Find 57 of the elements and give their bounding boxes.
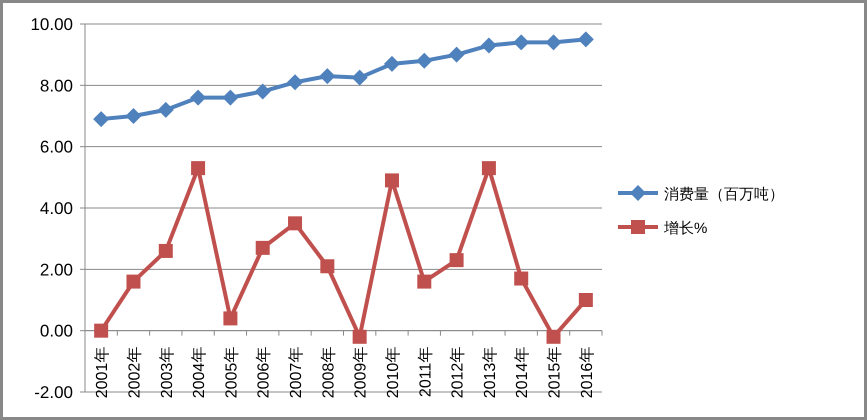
point: [416, 52, 432, 69]
point: [450, 253, 464, 268]
x-tick-label: 2005年: [223, 346, 240, 398]
x-tick-label: 2002年: [126, 346, 144, 398]
point: [546, 330, 561, 344]
x-tick-label: 2007年: [288, 346, 306, 398]
point: [158, 244, 173, 258]
point: [578, 293, 593, 307]
point: [222, 90, 238, 106]
point: [352, 330, 367, 344]
x-tick-label: 2001年: [94, 346, 112, 398]
y-tick-label: 4.00: [40, 199, 73, 218]
point: [254, 83, 271, 100]
x-tick-label: 2014年: [514, 346, 532, 398]
point: [514, 272, 528, 286]
x-tick-label: 2015年: [546, 346, 564, 398]
x-tick-label: 2004年: [191, 346, 208, 398]
point: [190, 90, 206, 106]
x-tick-label: 2016年: [578, 346, 596, 398]
point: [223, 311, 238, 326]
x-tick-label: 2013年: [482, 346, 499, 398]
point: [352, 70, 368, 86]
point: [191, 161, 206, 176]
point: [448, 46, 465, 63]
point: [384, 56, 400, 72]
point: [480, 37, 497, 54]
x-tick-label: 2012年: [450, 346, 467, 398]
y-tick-label: 2.00: [40, 260, 73, 280]
legend-label: 消费量（百万吨）: [664, 186, 784, 203]
point: [288, 216, 302, 230]
point: [125, 108, 142, 124]
y-tick-label: 10.00: [30, 15, 73, 34]
point: [319, 68, 336, 84]
point: [158, 102, 174, 118]
point: [94, 324, 108, 338]
point: [256, 240, 270, 255]
x-tick-label: 2006年: [256, 346, 273, 398]
point: [126, 274, 140, 289]
point: [287, 74, 304, 90]
point: [320, 259, 334, 274]
point: [482, 161, 496, 176]
point: [578, 31, 594, 48]
point: [417, 274, 432, 289]
point: [384, 173, 399, 188]
point: [546, 34, 562, 50]
y-tick-label: 6.00: [40, 138, 73, 157]
x-tick-label: 2008年: [320, 346, 338, 398]
point: [93, 111, 110, 128]
x-tick-label: 2011年: [417, 346, 434, 398]
x-tick-label: 2003年: [158, 346, 176, 398]
x-tick-label: 2010年: [384, 346, 402, 398]
y-tick-label: -2.00: [34, 383, 73, 402]
x-tick-label: 2009年: [352, 346, 370, 398]
legend-label: 增长%: [663, 220, 708, 237]
point: [513, 34, 530, 50]
y-tick-label: 0.00: [40, 322, 73, 341]
y-tick-label: 8.00: [40, 76, 73, 96]
